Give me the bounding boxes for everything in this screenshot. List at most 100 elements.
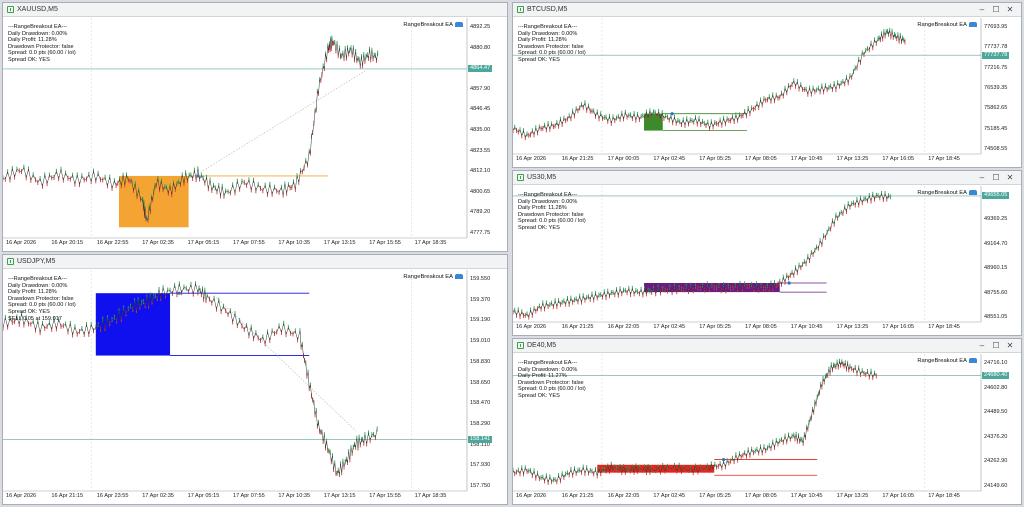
ea-name-text: RangeBreakout EA — [917, 22, 967, 29]
y-axis-label: 24149.60 — [984, 483, 1008, 489]
price-chart[interactable]: 159.550 159.370 159.190 159.010 158.830 158.6… — [3, 270, 507, 504]
ea-name-label[interactable]: RangeBreakout EA — [917, 190, 977, 196]
ea-info-line: Spread: 0.0 pts (60.00 / lot) — [518, 50, 586, 57]
chart-window-icon — [7, 6, 14, 13]
ea-name-label[interactable]: RangeBreakout EA — [917, 358, 977, 364]
ea-hat-icon — [969, 190, 977, 195]
x-axis-label: 17 Apr 16:05 — [882, 324, 915, 330]
chart-window-icon — [517, 6, 524, 13]
title-bar[interactable]: US30,M5 – ☐ ✕ — [513, 171, 1021, 185]
y-axis-label: 158.110 — [470, 441, 490, 448]
title-bar[interactable]: USDJPY,M5 — [3, 255, 507, 269]
ea-hat-icon — [455, 22, 463, 27]
ea-info-line: Spread OK: YES — [8, 308, 50, 315]
ea-info-line: ---RangeBreakout EA--- — [518, 24, 578, 30]
price-chart[interactable]: 49573.0049369.2549164.7048960.1548755.60… — [513, 186, 1021, 335]
title-bar[interactable]: XAUUSD,M5 — [3, 3, 507, 17]
x-axis-label: 17 Apr 10:45 — [790, 156, 823, 162]
close-icon[interactable]: ✕ — [1006, 340, 1014, 350]
title-bar[interactable]: DE40,M5 – ☐ ✕ — [513, 339, 1021, 353]
current-price-tag: 77737.78 — [982, 51, 1010, 59]
x-axis-label: 17 Apr 18:45 — [928, 493, 960, 499]
maximize-icon[interactable]: ☐ — [992, 172, 1000, 182]
price-chart[interactable]: 4892.254880.804869.354857.904846.454835.… — [3, 18, 507, 251]
chart-window-btcusd[interactable]: BTCUSD,M5 – ☐ ✕ 77693.95 77737.78 77216.75 7653… — [512, 2, 1022, 168]
ea-info-panel: ---RangeBreakout EA--- Daily Drawdown: 0.… — [518, 24, 586, 64]
y-axis-label: 48551.05 — [984, 314, 1008, 320]
ea-name-label[interactable]: RangeBreakout EA — [403, 274, 463, 280]
ea-info-line: SELL 0.05 at 159.017 — [8, 315, 62, 322]
price-chart[interactable]: 24716.10 24602.80 24489.50 24376.20 24262.90… — [513, 354, 1021, 504]
x-axis-label: 17 Apr 02:45 — [653, 156, 686, 162]
ea-hat-icon — [455, 274, 463, 279]
x-axis-label: 16 Apr 21:15 — [51, 493, 84, 499]
x-axis-label: 17 Apr 05:25 — [699, 493, 731, 499]
maximize-icon[interactable]: ☐ — [992, 340, 1000, 350]
x-axis-label: 17 Apr 05:15 — [187, 240, 220, 246]
minimize-icon[interactable]: – — [979, 4, 985, 14]
price-path — [513, 30, 906, 139]
price-path — [513, 192, 891, 318]
y-axis-label: 4777.75 — [470, 230, 491, 236]
x-axis-label: 17 Apr 13:25 — [836, 493, 869, 499]
y-axis-label: 157.750 — [470, 483, 491, 489]
x-axis-label: 17 Apr 15:55 — [369, 493, 401, 499]
chart-window-xauusd[interactable]: XAUUSD,M5 4892.254880.804869.354857.90484… — [2, 2, 508, 252]
ea-info-line: Daily Drawdown: 0.00% — [518, 198, 578, 205]
y-axis-label: 75862.65 — [984, 105, 1008, 112]
window-title: US30,M5 — [527, 174, 557, 181]
x-axis-label: 17 Apr 07:55 — [233, 240, 265, 246]
x-axis-label: 16 Apr 20:15 — [51, 240, 84, 246]
maximize-icon[interactable]: ☐ — [992, 4, 1000, 14]
minimize-icon[interactable]: – — [979, 340, 985, 350]
x-axis-label: 17 Apr 02:35 — [142, 493, 174, 499]
ea-info-line: Spread: 0.0 pts (60.00 / lot) — [518, 218, 586, 225]
x-axis-label: 17 Apr 02:45 — [653, 493, 686, 499]
chart-window-us30[interactable]: US30,M5 –☐ ✕ 49573.0049369.2549164.7048960.… — [512, 170, 1022, 336]
ea-info-panel: ---RangeBreakout EA--- Daily Drawdown: 0.… — [8, 276, 76, 322]
window-title: BTCUSD,M5 — [527, 6, 568, 13]
x-axis-label: 17 Apr 18:45 — [928, 324, 960, 330]
ea-name-label[interactable]: RangeBreakout EA — [917, 22, 977, 28]
current-price-tag: 4864.47 — [468, 65, 493, 73]
ea-info-line: Spread: 0.0 pts (60.00 / lot) — [518, 386, 586, 393]
x-axis-label: 17 Apr 10:45 — [790, 324, 823, 330]
x-axis-label: 17 Apr 02:35 — [142, 240, 174, 246]
chart-window-de40[interactable]: DE40,M5 – ☐ ✕ 24716.10 24602.80 24489.50 24376.… — [512, 338, 1022, 505]
x-axis-label: 17 Apr 05:15 — [187, 493, 220, 499]
ea-info-line: Drawdown Protector: false — [518, 43, 584, 50]
title-bar[interactable]: BTCUSD,M5 – ☐ ✕ — [513, 3, 1021, 17]
y-axis-label: 4800.65 — [470, 188, 491, 195]
price-chart[interactable]: 77693.95 77737.78 77216.75 76539.35 75862.65… — [513, 18, 1021, 167]
y-axis-label: 74508.55 — [984, 146, 1008, 152]
y-axis-label: 158.470 — [470, 400, 491, 407]
ea-info-line: Spread OK: YES — [518, 224, 560, 231]
close-icon[interactable]: ✕ — [1006, 4, 1014, 14]
y-axis-label: 75185.45 — [984, 125, 1008, 132]
ea-hat-icon — [969, 22, 977, 27]
ea-info-panel: ---RangeBreakout EA--- Daily Drawdown: 0.… — [518, 192, 586, 232]
y-axis-label: 4823.55 — [470, 147, 491, 154]
x-axis-label: 17 Apr 13:25 — [836, 324, 869, 330]
ea-info-line: Drawdown Protector: false — [8, 43, 74, 50]
x-axis-label: 17 Apr 08:05 — [745, 324, 777, 330]
ea-name-label[interactable]: RangeBreakout EA — [403, 22, 463, 28]
y-axis-label: 158.290 — [470, 420, 491, 427]
x-axis-label: 16 Apr 22:05 — [607, 493, 640, 499]
y-axis-label: 157.930 — [470, 462, 491, 469]
ea-info-line: Daily Profit: 11.28% — [8, 289, 57, 296]
current-price-tag: 24680.40 — [982, 372, 1010, 380]
ea-name-text: RangeBreakout EA — [403, 22, 453, 29]
ea-info-line: Drawdown Protector: false — [518, 379, 584, 386]
window-title: XAUUSD,M5 — [17, 6, 58, 13]
y-axis-label: 4892.25 — [470, 24, 491, 30]
ea-name-text: RangeBreakout EA — [917, 190, 967, 197]
close-icon[interactable]: ✕ — [1006, 172, 1014, 182]
y-axis-label: 158.830 — [470, 358, 491, 365]
y-axis-label: 24489.50 — [984, 409, 1008, 416]
ea-info-line: Daily Profit: 11.28% — [518, 205, 567, 212]
chart-window-usdjpy[interactable]: USDJPY,M5 159.550 159.370 159.190 159.010 158… — [2, 254, 508, 505]
entry-marker — [787, 281, 791, 285]
minimize-icon[interactable]: – — [979, 172, 985, 182]
y-axis-label: 77216.75 — [984, 64, 1008, 71]
